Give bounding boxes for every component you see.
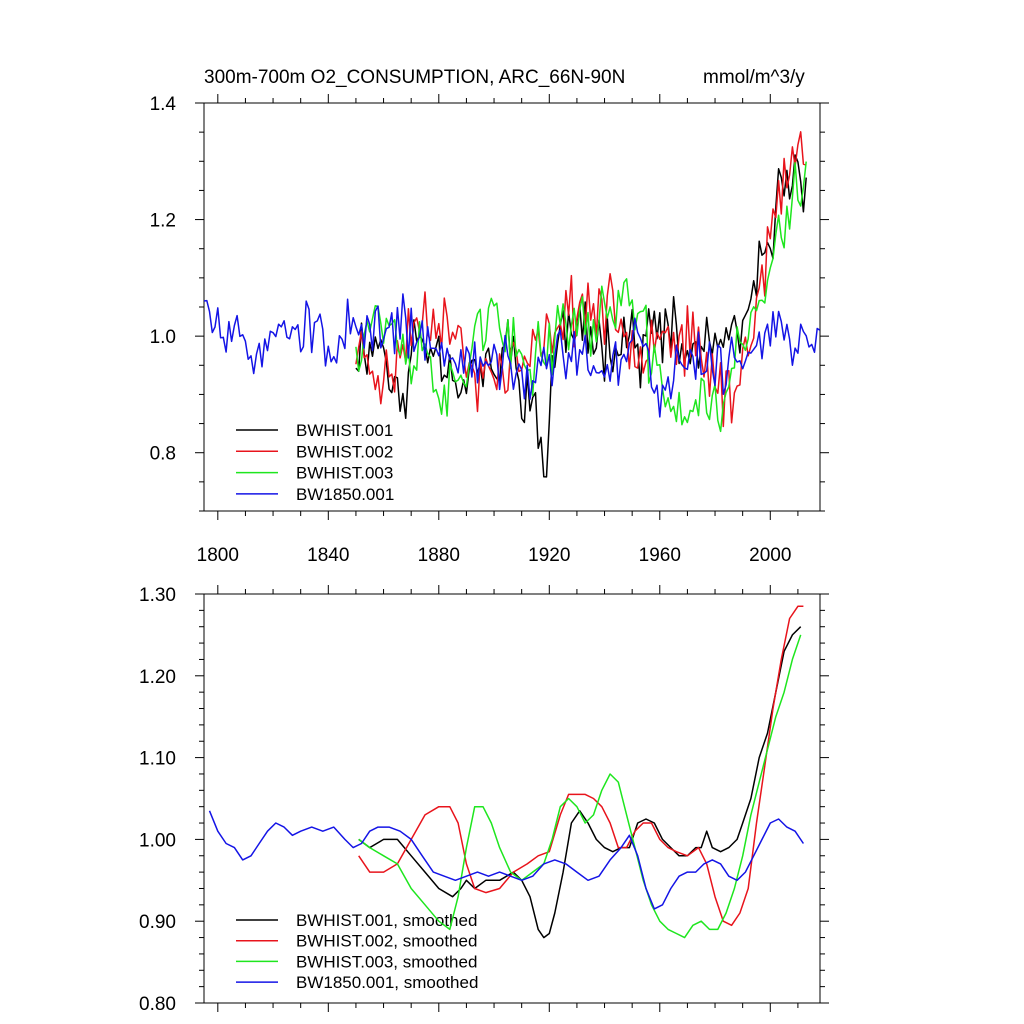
chart-title: 300m-700m O2_CONSUMPTION, ARC_66N-90N bbox=[204, 67, 625, 88]
legend-label: BW1850.001, smoothed bbox=[296, 973, 478, 992]
y-tick-label: 1.10 bbox=[139, 749, 176, 770]
annual-panel: 1800 1840 1880 1920 1960 2000 0.8 1.0 1.2 1.4 BWHI… bbox=[150, 94, 829, 566]
y-tick-label: 1.20 bbox=[139, 667, 176, 688]
y-tick-label: 1.30 bbox=[139, 585, 176, 606]
y-tick-label: 0.8 bbox=[150, 444, 176, 465]
legend-label: BWHIST.003 bbox=[296, 464, 393, 483]
y-tick-label: 1.00 bbox=[139, 830, 176, 851]
x-tick-label: 1800 bbox=[197, 545, 239, 566]
x-tick-label: 2000 bbox=[749, 545, 791, 566]
legend-label: BWHIST.003, smoothed bbox=[296, 952, 477, 971]
legend-label: BWHIST.001, smoothed bbox=[296, 911, 477, 930]
legend-label: BWHIST.002 bbox=[296, 442, 393, 461]
plot-frame bbox=[203, 593, 821, 1004]
chart-units: mmol/m^3/y bbox=[703, 67, 805, 88]
series-line-bwhist-002 bbox=[355, 131, 807, 428]
series-line-bwhist-003 bbox=[355, 161, 807, 433]
series-line-bwhist-001 bbox=[358, 626, 802, 939]
series-line-bwhist-003 bbox=[358, 634, 802, 939]
y-tick-label: 0.80 bbox=[139, 994, 176, 1015]
series-line-bwhist-002 bbox=[358, 605, 804, 927]
y-tick-label: 1.4 bbox=[150, 94, 177, 115]
smoothed-panel: 0.80 0.90 1.00 1.10 1.20 1.30 BWHIST.001, smoo… bbox=[139, 585, 829, 1015]
x-tick-label: 1880 bbox=[418, 545, 460, 566]
series-line-bw1850-001 bbox=[204, 293, 820, 418]
y-tick-label: 0.90 bbox=[139, 912, 176, 933]
y-tick-label: 1.2 bbox=[150, 211, 176, 232]
x-tick-label: 1920 bbox=[528, 545, 570, 566]
series-line-bwhist-001 bbox=[355, 154, 807, 478]
x-tick-label: 1960 bbox=[639, 545, 681, 566]
y-tick-label: 1.0 bbox=[150, 327, 176, 348]
x-tick-label: 1840 bbox=[307, 545, 349, 566]
legend-label: BW1850.001 bbox=[296, 485, 394, 504]
legend-label: BWHIST.001 bbox=[296, 421, 393, 440]
legend-label: BWHIST.002, smoothed bbox=[296, 932, 477, 951]
series-line-bw1850-001 bbox=[208, 810, 805, 910]
